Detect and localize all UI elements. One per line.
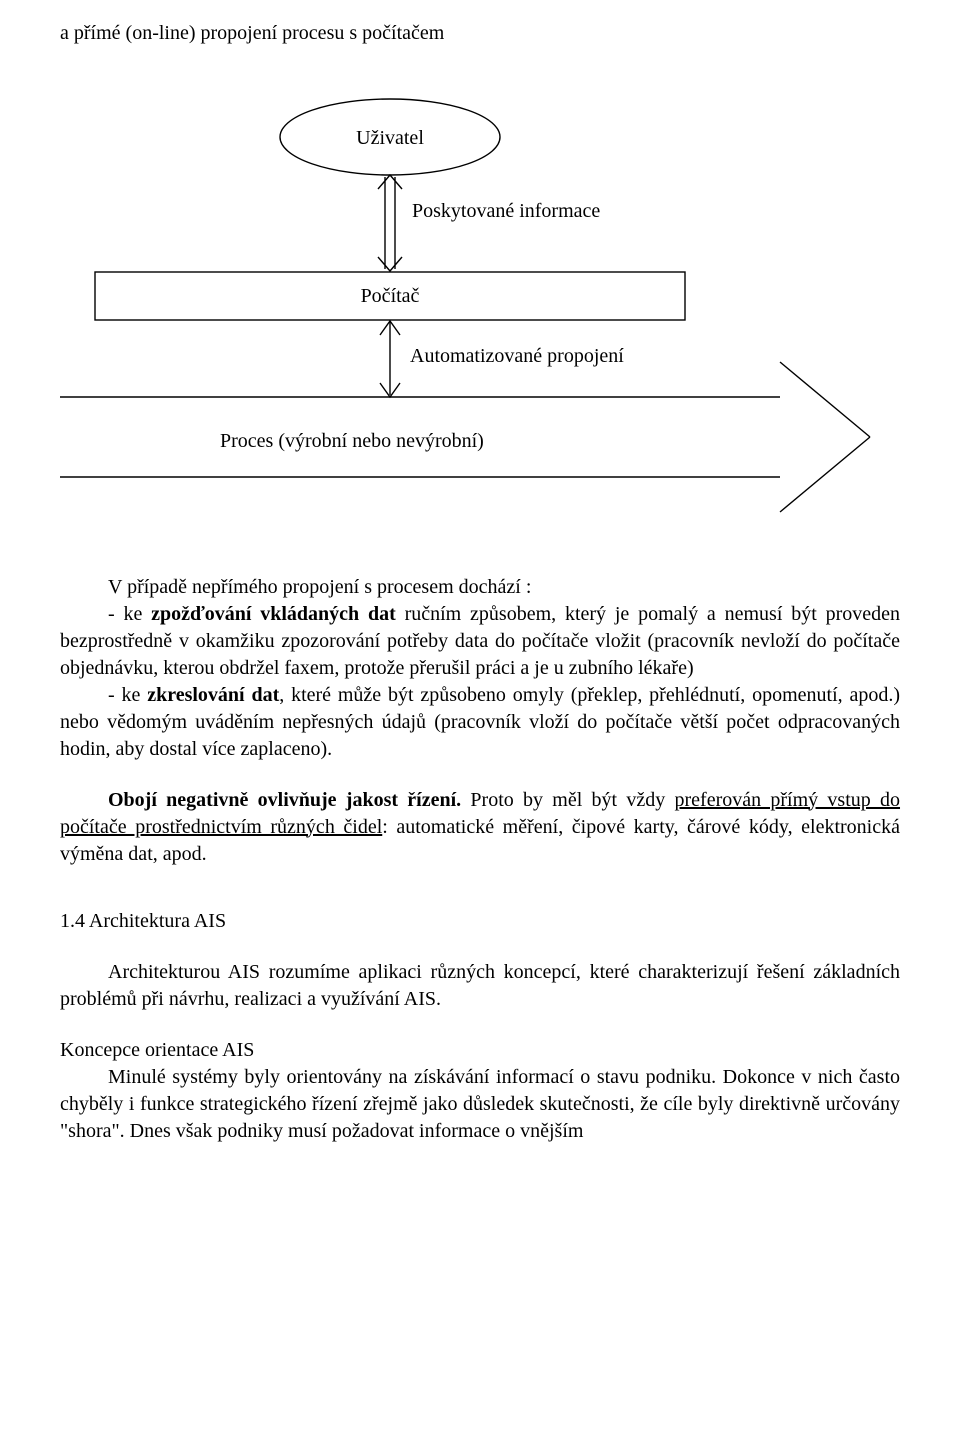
arrowhead-down-icon [378,257,402,271]
body-para-1: V případě nepřímého propojení s procesem… [60,574,900,763]
process-diagram: Uživatel Poskytované informace Počítač A… [60,77,900,537]
body-para-3: Architekturou AIS rozumíme aplikaci různ… [60,959,900,1013]
sub-heading: Koncepce orientace AIS [60,1037,900,1064]
p1-l2a: - ke [108,603,151,625]
p1-l2b: zpožďování vkládaných dat [151,603,396,625]
section-heading: 1.4 Architektura AIS [60,908,900,935]
process-label: Proces (výrobní nebo nevýrobní) [220,430,484,452]
intro-line: a přímé (on-line) propojení procesu s po… [60,20,900,47]
p1-l3a: - ke [108,684,147,706]
user-label: Uživatel [356,127,424,149]
info-label: Poskytované informace [412,200,600,222]
p2-a: Obojí negativně ovlivňuje jakost řízení. [108,789,461,811]
p2-b: Proto by měl být vždy [461,789,674,811]
body-para-4: Minulé systémy byly orientovány na získá… [60,1064,900,1145]
computer-label: Počítač [361,285,420,307]
p1-line1: V případě nepřímého propojení s procesem… [60,574,531,601]
auto-label: Automatizované propojení [410,345,624,367]
arrowhead-big-bottom [780,437,870,512]
p1-l3b: zkreslování dat [147,684,279,706]
arrowhead-big-top [780,362,870,437]
arrowhead-up-icon [378,175,402,189]
body-para-2: Obojí negativně ovlivňuje jakost řízení.… [60,787,900,868]
